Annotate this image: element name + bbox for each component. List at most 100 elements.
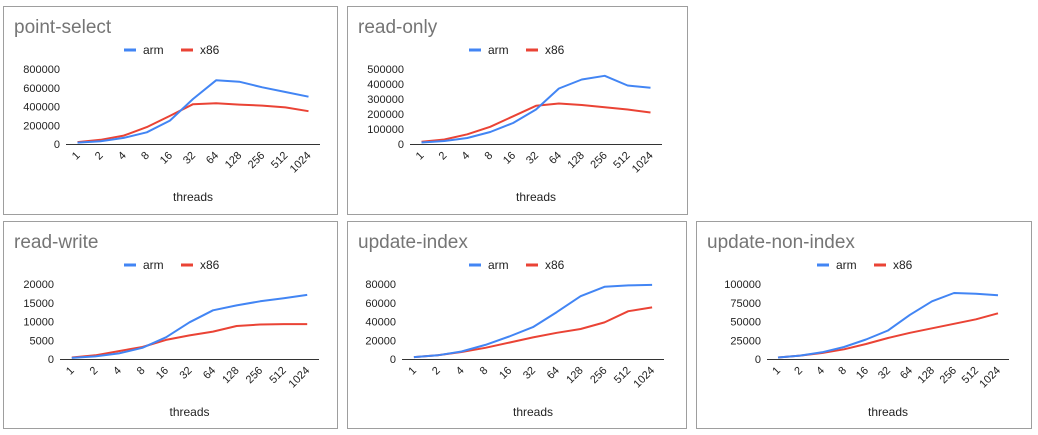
- x-tick-label: 1024: [631, 365, 657, 391]
- y-tick-label: 600000: [23, 83, 60, 95]
- x-tick-label: 2: [93, 150, 106, 163]
- legend-label: arm: [836, 258, 857, 272]
- x-tick-label: 1024: [630, 150, 656, 176]
- y-tick-label: 500000: [367, 64, 404, 76]
- x-tick-label: 64: [547, 150, 564, 167]
- legend-label: arm: [488, 43, 509, 57]
- chart-panel-point-select: point-select arm x86 0 200000 400000 600000 800…: [3, 6, 338, 215]
- x-tick-label: 1024: [977, 365, 1003, 391]
- chart-panel-update-index: update-index arm x86 0 20000 40000 60000 80000 1…: [347, 221, 687, 429]
- legend-item-x86: x86: [181, 43, 220, 57]
- x-tick-label: 64: [201, 365, 218, 382]
- line-chart-point-select: point-select arm x86 0 200000 400000 600000 800…: [14, 17, 320, 204]
- y-tick-label: 400000: [23, 102, 60, 114]
- x-tick-label: 4: [116, 150, 129, 163]
- series-line-arm: [421, 74, 651, 144]
- x-tick-label: 64: [898, 365, 915, 382]
- x-tick-label: 4: [454, 365, 467, 378]
- chart-title: update-non-index: [707, 232, 855, 253]
- chart-panel-update-non-index: update-non-index arm x86 0 25000 50000 75000 10…: [696, 221, 1032, 429]
- x-tick-label: 32: [181, 150, 198, 167]
- x-tick-label: 8: [135, 365, 148, 378]
- x-tick-label: 4: [460, 150, 473, 163]
- x-tick-label: 32: [876, 365, 893, 382]
- x-tick-label: 8: [478, 365, 491, 378]
- y-tick-label: 75000: [730, 298, 761, 310]
- x-tick-label: 2: [88, 365, 101, 378]
- y-tick-label: 800000: [23, 64, 60, 76]
- y-tick-label: 0: [54, 139, 60, 151]
- x-tick-label: 256: [938, 365, 959, 386]
- y-tick-label: 25000: [730, 335, 761, 347]
- x-axis-title: threads: [169, 405, 209, 419]
- x-tick-label: 256: [588, 365, 609, 386]
- x-axis-title: threads: [513, 405, 553, 419]
- x-tick-label: 128: [223, 150, 244, 171]
- series-line-arm: [413, 283, 653, 359]
- y-tick-label: 50000: [730, 317, 761, 329]
- x-axis-title: threads: [868, 405, 908, 419]
- series-line-x86: [413, 306, 653, 359]
- y-tick-label: 20000: [365, 335, 396, 347]
- series-line-arm: [77, 79, 309, 144]
- series-line-arm: [777, 292, 999, 359]
- y-tick-label: 300000: [367, 94, 404, 106]
- x-tick-label: 16: [497, 365, 514, 382]
- y-tick-label: 100000: [367, 124, 404, 136]
- y-tick-label: 100000: [724, 279, 761, 291]
- y-tick-label: 10000: [23, 317, 54, 329]
- x-tick-label: 1: [70, 150, 83, 163]
- x-tick-label: 128: [916, 365, 937, 386]
- line-chart-update-non-index: update-non-index arm x86 0 25000 50000 75000 10…: [707, 232, 1009, 419]
- x-tick-label: 16: [854, 365, 871, 382]
- x-tick-label: 32: [524, 150, 541, 167]
- x-tick-label: 128: [564, 365, 585, 386]
- legend-label: x86: [200, 43, 220, 57]
- legend-item-arm: arm: [124, 43, 164, 57]
- y-tick-label: 80000: [365, 279, 396, 291]
- y-tick-label: 0: [398, 139, 404, 151]
- x-tick-label: 1024: [288, 150, 314, 176]
- legend-item-x86: x86: [526, 43, 565, 57]
- legend-label: x86: [545, 43, 565, 57]
- chart-title: read-write: [14, 232, 98, 253]
- line-chart-update-index: update-index arm x86 0 20000 40000 60000 80000 1…: [358, 232, 664, 419]
- series-line-x86: [421, 102, 651, 143]
- series-line-x86: [77, 102, 309, 144]
- y-tick-label: 400000: [367, 79, 404, 91]
- x-tick-label: 8: [836, 365, 849, 378]
- line-chart-read-write: read-write arm x86 0 5000 10000 15000 20000 1 2 4 8…: [14, 232, 319, 419]
- y-tick-label: 5000: [30, 335, 54, 347]
- legend-item-arm: arm: [124, 258, 164, 272]
- legend-item-x86: x86: [181, 258, 220, 272]
- x-tick-label: 4: [814, 365, 827, 378]
- x-tick-label: 1: [64, 365, 77, 378]
- series-line-x86: [777, 312, 999, 359]
- x-tick-label: 64: [204, 150, 221, 167]
- legend-item-x86: x86: [526, 258, 565, 272]
- y-tick-label: 60000: [365, 298, 396, 310]
- x-tick-label: 16: [154, 365, 171, 382]
- legend-item-arm: arm: [469, 258, 509, 272]
- y-tick-label: 0: [390, 354, 396, 366]
- legend-label: arm: [488, 258, 509, 272]
- y-tick-label: 0: [755, 354, 761, 366]
- x-tick-label: 32: [521, 365, 538, 382]
- x-tick-label: 2: [437, 150, 450, 163]
- x-tick-label: 1: [770, 365, 783, 378]
- chart-title: read-only: [358, 17, 438, 38]
- x-tick-label: 16: [158, 150, 175, 167]
- x-tick-label: 4: [111, 365, 124, 378]
- x-axis-title: threads: [173, 190, 213, 204]
- series-line-arm: [71, 293, 308, 359]
- y-tick-label: 200000: [23, 120, 60, 132]
- chart-title: update-index: [358, 232, 468, 253]
- x-tick-label: 256: [244, 365, 265, 386]
- x-tick-label: 2: [792, 365, 805, 378]
- chart-title: point-select: [14, 17, 112, 38]
- x-tick-label: 512: [267, 365, 288, 386]
- series-line-x86: [71, 323, 308, 359]
- legend-item-x86: x86: [874, 258, 913, 272]
- y-tick-label: 20000: [23, 279, 54, 291]
- x-tick-label: 32: [177, 365, 194, 382]
